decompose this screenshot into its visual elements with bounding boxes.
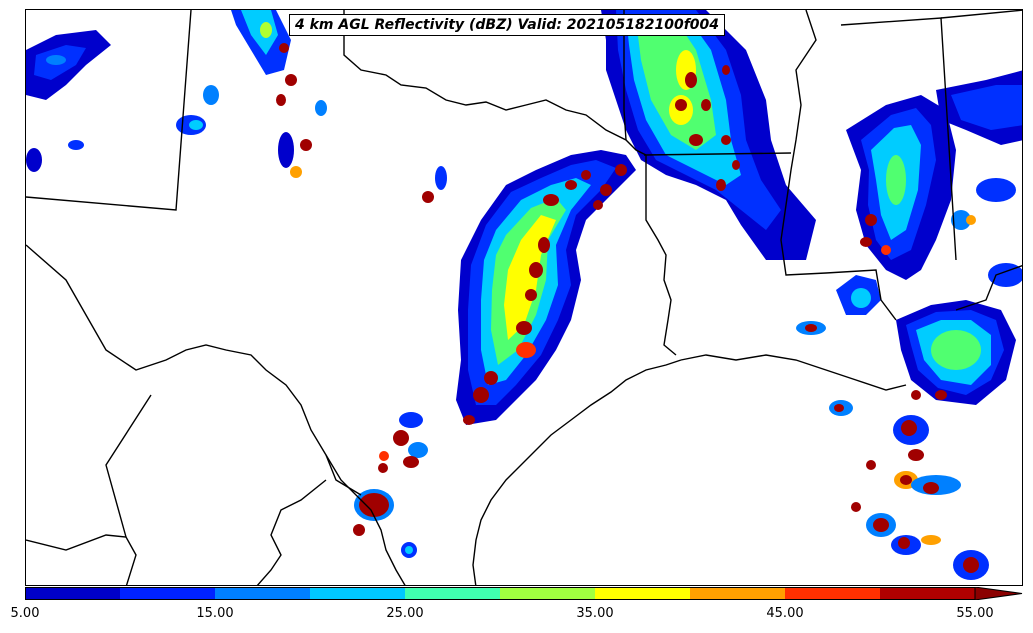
storm-cluster-north	[231, 10, 291, 75]
state-border-ok-tx	[343, 10, 647, 156]
colorbar-segment	[215, 587, 311, 600]
mexico-state-line-2	[26, 534, 137, 585]
mexico-state-line-4	[325, 454, 362, 496]
colorbar-tick-label: 55.00	[956, 606, 994, 621]
louisiana-coastline	[680, 354, 907, 391]
map-panel	[25, 9, 1023, 586]
mississippi-river	[780, 10, 897, 321]
state-border-nm-tx	[26, 10, 192, 211]
state-border-al-fl	[955, 264, 1022, 311]
storm-cluster-texas-squall-line	[422, 150, 636, 425]
storm-cluster-south-texas	[353, 412, 428, 558]
colorbar-tick-label: 5.00	[10, 606, 40, 621]
colorbar-tick-label: 25.00	[386, 606, 424, 621]
storm-cluster-oklahoma	[601, 10, 816, 260]
colorbar-tick-label: 15.00	[196, 606, 234, 621]
colorbar-segment	[25, 587, 121, 600]
reflectivity-field	[26, 10, 1022, 580]
state-border-tx-la	[645, 155, 677, 356]
map-title: 4 km AGL Reflectivity (dBZ) Valid: 20210…	[295, 17, 720, 33]
colorbar-tick-label: 35.00	[576, 606, 614, 621]
colorbar-segment	[785, 587, 881, 600]
reflectivity-map	[26, 10, 1022, 585]
storm-cluster-gulf	[829, 400, 989, 580]
colorbar-segment	[690, 587, 786, 600]
colorbar-outline	[25, 587, 976, 600]
colorbar-segment	[120, 587, 216, 600]
colorbar-segment	[595, 587, 691, 600]
mexico-state-line-3	[256, 479, 327, 585]
colorbar-segment	[880, 587, 976, 600]
state-border-east	[940, 10, 1022, 19]
rio-grande-border	[26, 244, 406, 585]
map-boundaries	[26, 10, 1022, 585]
colorbar	[25, 587, 1023, 600]
colorbar-segment	[500, 587, 596, 600]
state-border-ok-ar	[623, 10, 627, 141]
map-title-box: 4 km AGL Reflectivity (dBZ) Valid: 20210…	[289, 14, 726, 36]
storm-cluster-louisiana	[796, 70, 1022, 405]
texas-coastline	[472, 359, 682, 585]
state-border-ar-la	[643, 152, 792, 156]
colorbar-tick-label: 45.00	[766, 606, 804, 621]
storm-cluster-northwest	[26, 30, 327, 178]
colorbar-extend-arrow	[974, 587, 1023, 600]
colorbar-segment	[405, 587, 501, 600]
mexico-state-line-1	[105, 394, 152, 538]
colorbar-segment	[310, 587, 406, 600]
